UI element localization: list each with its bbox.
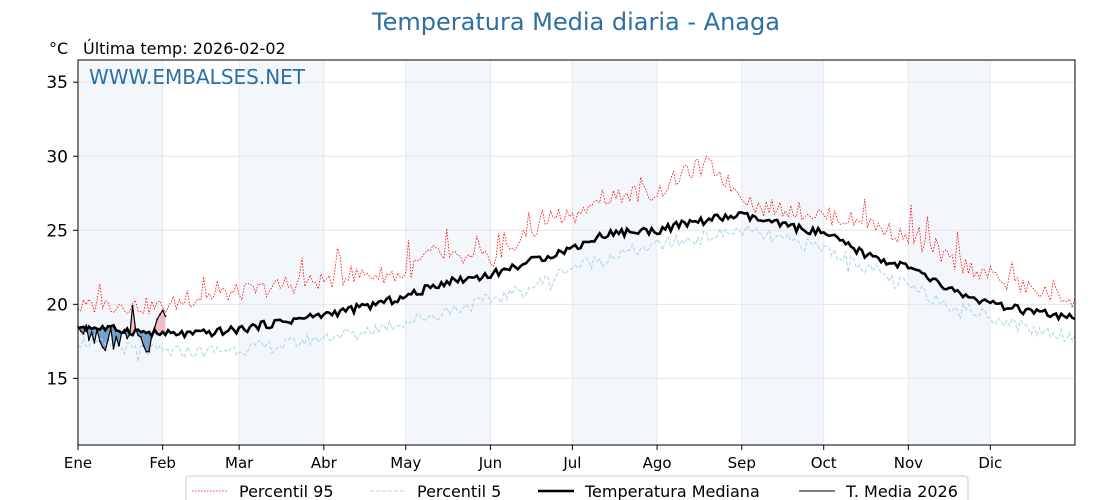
point-t-media-2026 (148, 350, 150, 353)
point-t-media-2026 (109, 327, 112, 329)
point-t-media-2026 (98, 340, 101, 343)
x-tick-label: Sep (728, 454, 756, 472)
x-tick-label: Ago (643, 454, 672, 472)
point-t-media-2026 (153, 327, 156, 329)
x-tick-label: Oct (811, 454, 837, 472)
below-median-fill (80, 326, 84, 334)
series-temperatura-mediana (77, 211, 1076, 340)
y-tick-label: 15 (46, 369, 68, 389)
x-tick-label: Mar (225, 454, 254, 472)
y-unit-label: °C (49, 39, 69, 58)
point-t-media-2026 (164, 315, 167, 318)
x-tick-label: Jun (478, 454, 502, 472)
point-t-media-2026 (120, 331, 123, 334)
point-t-media-2026 (115, 336, 118, 338)
legend: Percentil 95 Percentil 5 Temperatura Media… (185, 475, 969, 500)
x-tick-label: Feb (149, 454, 176, 472)
point-t-media-2026 (96, 328, 99, 331)
month-band (908, 60, 991, 445)
watermark: WWW.EMBALSES.NET (89, 65, 306, 89)
point-t-media-2026 (134, 327, 137, 329)
point-t-media-2026 (156, 318, 159, 321)
point-t-media-2026 (93, 341, 96, 344)
y-tick-label: 25 (46, 221, 68, 241)
point-t-media-2026 (126, 337, 129, 340)
x-tick-label: May (390, 454, 421, 472)
legend-label: T. Media 2026 (845, 482, 958, 500)
x-tick-label: Nov (894, 454, 923, 472)
month-band (405, 60, 491, 445)
month-band (78, 60, 163, 445)
month-band (572, 60, 658, 445)
below-median-fill (146, 331, 149, 352)
point-t-media-2026 (104, 349, 107, 352)
legend-label: Temperatura Mediana (584, 482, 760, 500)
point-t-media-2026 (161, 309, 164, 312)
point-t-media-2026 (150, 334, 153, 337)
month-band (741, 60, 824, 445)
point-t-media-2026 (90, 331, 93, 334)
series-percentil-5 (77, 224, 1076, 362)
month-band (239, 60, 324, 445)
point-t-media-2026 (137, 334, 139, 337)
point-t-media-2026 (88, 338, 90, 341)
x-tick-label: Ene (64, 454, 92, 472)
x-tick-label: Dic (978, 454, 1002, 472)
point-t-media-2026 (82, 333, 85, 335)
chart-title: Temperatura Media diaria - Anaga (372, 8, 780, 36)
point-t-media-2026 (112, 347, 115, 350)
point-t-media-2026 (142, 344, 145, 347)
y-tick-label: 35 (46, 73, 68, 93)
point-t-media-2026 (118, 344, 120, 347)
point-t-media-2026 (85, 324, 88, 326)
legend-label: Percentil 5 (417, 482, 501, 500)
point-t-media-2026 (159, 313, 161, 316)
point-t-media-2026 (145, 350, 148, 353)
point-t-media-2026 (107, 338, 109, 341)
point-t-media-2026 (101, 346, 104, 349)
legend-label: Percentil 95 (239, 482, 334, 500)
point-t-media-2026 (79, 330, 82, 332)
point-t-media-2026 (128, 333, 131, 335)
y-tick-label: 20 (46, 295, 68, 315)
point-t-media-2026 (123, 328, 126, 331)
point-t-media-2026 (139, 336, 142, 338)
point-t-media-2026 (131, 304, 134, 307)
legend-box (185, 475, 969, 500)
x-tick-label: Abr (311, 454, 338, 472)
plot-frame (77, 59, 1076, 446)
last-temp-label: Última temp: 2026-02-02 (83, 39, 286, 58)
y-tick-label: 30 (46, 147, 68, 167)
x-tick-label: Jul (562, 454, 581, 472)
above-median-fill (159, 310, 163, 335)
